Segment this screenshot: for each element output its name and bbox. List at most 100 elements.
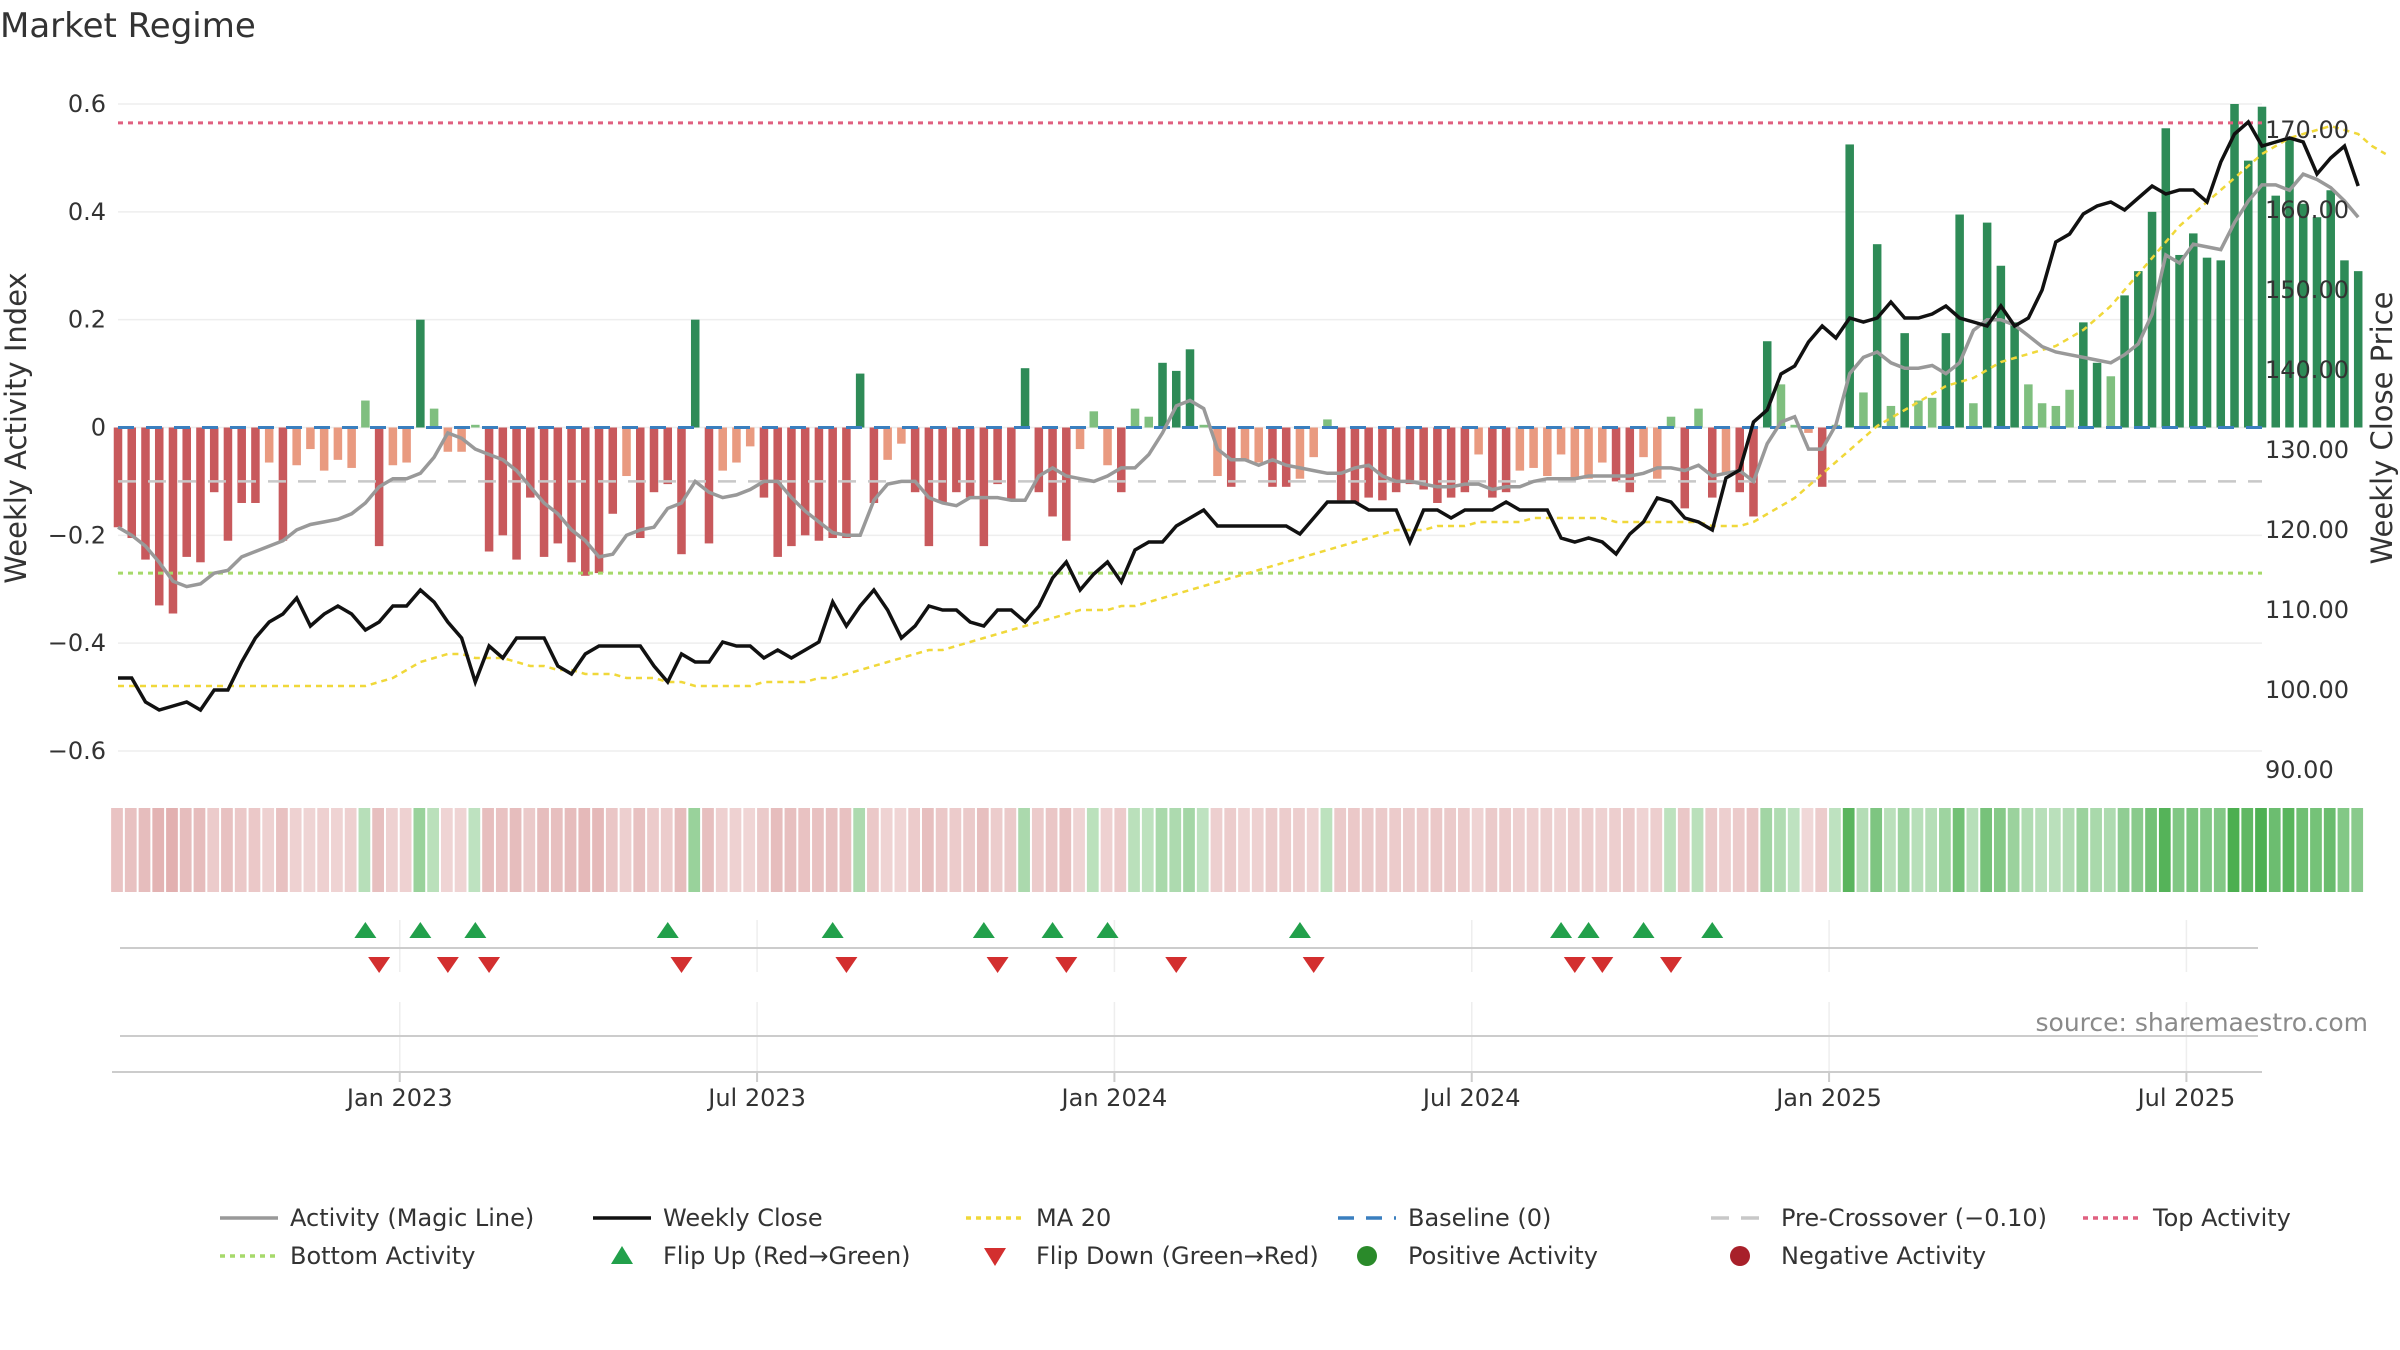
y-left-tick-label: 0.4	[68, 198, 106, 226]
activity-bar	[223, 427, 233, 541]
regime-strip-cell	[1430, 808, 1443, 892]
activity-bar	[484, 427, 494, 552]
y-right-tick-label: 130.00	[2265, 436, 2349, 464]
regime-strip-cell	[1320, 808, 1333, 892]
flip-markers-panel	[112, 922, 2262, 1073]
activity-bar	[1007, 427, 1016, 501]
activity-bar	[141, 427, 150, 560]
activity-bar	[416, 319, 425, 428]
activity-bar	[1295, 427, 1305, 479]
activity-bar	[2243, 160, 2253, 428]
regime-strip-cell	[2241, 808, 2254, 892]
regime-strip-cell	[276, 808, 288, 892]
flip-down-marker	[986, 957, 1009, 973]
regime-strip-cell	[179, 808, 192, 892]
legend-label: Activity (Magic Line)	[290, 1204, 534, 1232]
regime-strip-cell	[1650, 808, 1663, 892]
regime-strip-cell	[1073, 808, 1085, 892]
activity-bar	[1391, 427, 1401, 493]
regime-strip-cell	[894, 808, 907, 892]
activity-bar	[2285, 139, 2294, 428]
activity-bar	[512, 427, 521, 560]
price-lines	[117, 119, 2387, 713]
regime-strip-cell	[1059, 808, 1072, 892]
regime-strip-cell	[427, 808, 439, 892]
flip-down-marker	[1660, 957, 1683, 973]
regime-strip-cell	[1141, 808, 1154, 892]
regime-strip-cell	[138, 808, 151, 892]
activity-bar	[1199, 424, 1209, 428]
legend-swatch	[1357, 1246, 1377, 1266]
activity-bar	[1378, 427, 1387, 501]
regime-strip-cell	[729, 808, 742, 892]
activity-bar	[787, 427, 796, 547]
regime-strip-cell	[578, 808, 591, 892]
regime-strip-cell	[1815, 808, 1828, 892]
regime-strip-cell	[1719, 808, 1731, 892]
activity-bar	[1666, 416, 1676, 428]
regime-strip-cell	[2310, 808, 2322, 892]
activity-bar	[1117, 427, 1126, 493]
regime-strip-cell	[1746, 808, 1759, 892]
activity-bar	[2175, 254, 2184, 428]
activity-bar	[1653, 427, 1662, 479]
y-right-tick-label: 100.00	[2265, 676, 2349, 704]
activity-bar	[690, 319, 700, 428]
regime-strip-cell	[1375, 808, 1388, 892]
activity-bar	[732, 427, 741, 463]
regime-strip-cell	[1952, 808, 1965, 892]
activity-bar	[1446, 427, 1456, 498]
legend-label: Weekly Close	[663, 1204, 823, 1232]
regime-strip-cell	[990, 808, 1003, 892]
regime-strip-cell	[550, 808, 563, 892]
regime-strip-cell	[1018, 808, 1030, 892]
activity-bar	[1171, 370, 1181, 428]
activity-bar	[154, 427, 164, 606]
activity-bar	[2106, 376, 2116, 428]
regime-strip-cell	[1994, 808, 2006, 892]
activity-bar	[1501, 427, 1511, 493]
regime-strip-cell	[1897, 808, 1910, 892]
regime-strip-cell	[908, 808, 920, 892]
activity-bar	[1707, 427, 1717, 498]
regime-strip-cell	[935, 808, 948, 892]
activity-bar	[1034, 427, 1044, 493]
activity-bar	[1281, 427, 1291, 487]
legend-item: Weekly Close	[593, 1204, 823, 1232]
regime-strip-cell	[1540, 808, 1553, 892]
activity-bar	[759, 427, 769, 498]
activity-bar	[1226, 427, 1236, 487]
flip-up-marker	[464, 922, 487, 938]
activity-bar	[1680, 427, 1690, 509]
activity-bar	[594, 427, 604, 574]
axes: 0.6 0.4 0.2 0 −0.2 −0.4 −0.6 170.00 160.00 150.00…	[0, 90, 2399, 1112]
legend-item: Flip Down (Green→Red)	[984, 1242, 1319, 1270]
regime-strip-cell	[1939, 808, 1951, 892]
activity-bar	[333, 427, 343, 460]
activity-bar	[182, 427, 191, 557]
activity-bar	[965, 427, 975, 498]
activity-bar	[1639, 427, 1648, 458]
activity-bar	[1254, 427, 1263, 463]
flip-up-marker	[1550, 922, 1573, 938]
activity-bar	[2312, 217, 2322, 428]
regime-strip-cell	[1774, 808, 1786, 892]
regime-strip-cell	[2296, 808, 2309, 892]
x-tick-label: Jul 2023	[706, 1084, 806, 1112]
activity-bar	[1213, 427, 1222, 477]
x-tick-label: Jan 2024	[1060, 1084, 1168, 1112]
activity-bar	[1735, 427, 1745, 493]
flip-up-marker	[1701, 922, 1724, 938]
activity-bar	[842, 427, 851, 539]
activity-bar	[1185, 349, 1195, 428]
activity-bar	[1488, 427, 1497, 498]
flip-down-marker	[1302, 957, 1325, 973]
legend-label: Flip Up (Red→Green)	[663, 1242, 911, 1270]
activity-bar	[1020, 368, 1030, 428]
activity-bar	[1941, 333, 1951, 428]
activity-bar	[635, 427, 645, 539]
regime-strip-cell	[468, 808, 481, 892]
activity-bar	[2024, 384, 2033, 428]
activity-bar	[429, 408, 439, 428]
